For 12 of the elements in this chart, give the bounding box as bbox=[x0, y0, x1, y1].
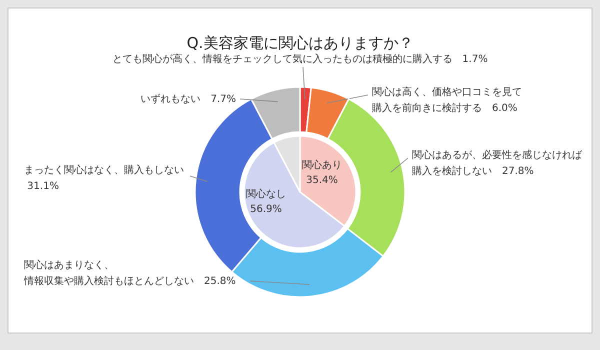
slice-label: まったく関心はなく、購入もしない bbox=[24, 164, 184, 176]
slice-label: とても関心が高く、情報をチェックして気に入ったものは積極的に購入する 1.7% bbox=[112, 53, 488, 65]
slice-label: いずれもない 7.7% bbox=[140, 93, 236, 105]
data-label: 35.4% bbox=[306, 175, 338, 186]
slice-label: 関心あり bbox=[302, 159, 342, 171]
data-label: 31.1% bbox=[24, 181, 59, 192]
chart-title: Q.美容家電に関心はありますか？ bbox=[186, 34, 414, 52]
slice-label: 関心は高く、価格や口コミを見て購入を前向きに検討する 6.0% bbox=[372, 86, 522, 114]
slice-label: 関心なし bbox=[246, 188, 286, 200]
slice-label: 関心はあるが、必要性を感じなければ購入を検討しない 27.8% bbox=[412, 149, 583, 177]
data-label: 56.9% bbox=[250, 204, 282, 215]
slice-label: 関心はあまりなく、情報収集や購入検討もほとんどしない 25.8% bbox=[23, 259, 236, 287]
